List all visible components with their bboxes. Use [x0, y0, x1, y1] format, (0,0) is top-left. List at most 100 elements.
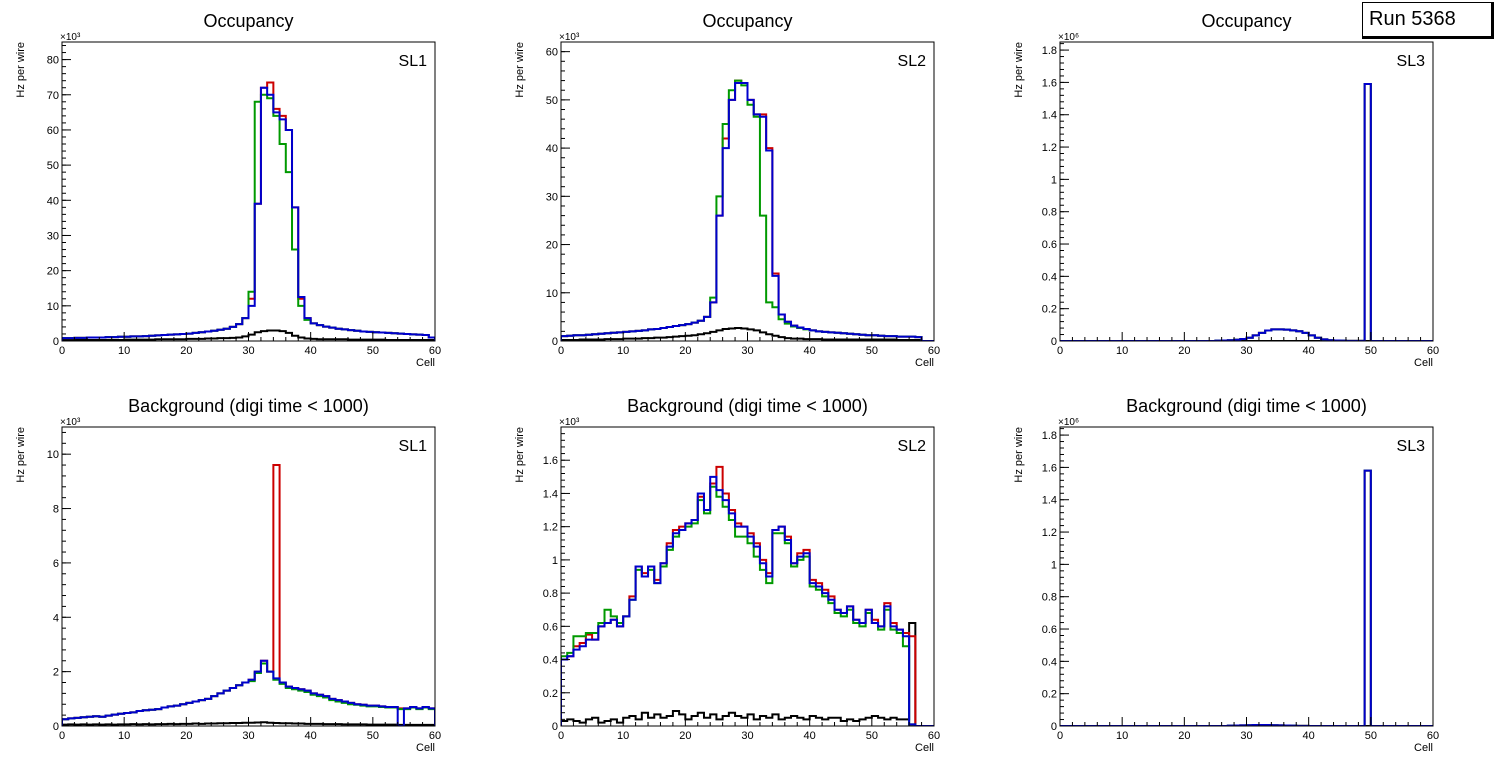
y-tick-label: 10 [47, 449, 59, 461]
series-red [1060, 83, 1433, 341]
x-tick-label: 10 [617, 730, 629, 742]
series-blue [1060, 469, 1433, 726]
x-tick-label: 0 [558, 730, 564, 742]
x-tick-label: 0 [59, 730, 65, 742]
series-blue [1060, 83, 1433, 341]
x-tick-label: 60 [429, 730, 441, 742]
y-tick-label: 70 [47, 90, 59, 102]
y-tick-label: 0.6 [1042, 239, 1057, 251]
y-tick-label: 0.8 [1042, 207, 1057, 219]
x-tick-label: 10 [1116, 730, 1128, 742]
y-tick-label: 10 [546, 288, 558, 300]
y-tick-label: 1.8 [1042, 430, 1057, 442]
series-group [62, 464, 435, 726]
y-tick-label: 1 [1051, 174, 1057, 186]
y-tick-label: 10 [47, 301, 59, 313]
y-tick-label: 1 [1051, 559, 1057, 571]
series-group [1060, 469, 1433, 726]
x-tick-label: 20 [1178, 730, 1190, 742]
x-tick-label: 20 [180, 345, 192, 357]
y-tick-label: 0 [53, 721, 59, 733]
axis-exponent-label: ×10⁶ [1058, 32, 1079, 43]
y-tick-label: 6 [53, 558, 59, 570]
y-tick-label: 60 [546, 47, 558, 59]
x-tick-label: 60 [928, 730, 940, 742]
y-tick-label: 60 [47, 125, 59, 137]
x-tick-label: 30 [242, 730, 254, 742]
series-blue [62, 659, 435, 726]
chart-title: Background (digi time < 1000) [1126, 396, 1367, 416]
chart-title: Occupancy [1201, 11, 1291, 31]
chart-panel-6: Background (digi time < 1000) ×10⁶ SL3 Cell… [1013, 396, 1439, 754]
series-group [62, 81, 435, 341]
superlayer-label: SL3 [1397, 438, 1426, 455]
y-tick-label: 0.4 [543, 655, 558, 667]
chart-title: Background (digi time < 1000) [128, 396, 369, 416]
chart-panel-1: Occupancy ×10³ SL1 Cell Hz per wire 0 10 20 30 40… [15, 11, 441, 369]
plot-frame [560, 426, 935, 727]
y-tick-label: 50 [47, 160, 59, 172]
y-tick-label: 0.8 [543, 588, 558, 600]
series-blue [62, 86, 435, 341]
axis-exponent-label: ×10³ [60, 32, 81, 43]
y-axis-label: Hz per wire [15, 427, 27, 483]
x-tick-label: 30 [741, 730, 753, 742]
x-tick-label: 40 [1303, 730, 1315, 742]
x-tick-label: 10 [617, 345, 629, 357]
x-tick-label: 40 [1303, 345, 1315, 357]
x-tick-label: 50 [866, 345, 878, 357]
y-tick-label: 0 [1051, 721, 1057, 733]
x-tick-label: 40 [804, 730, 816, 742]
x-axis-label: Cell [416, 357, 435, 369]
x-tick-label: 60 [1427, 730, 1439, 742]
y-tick-label: 50 [546, 95, 558, 107]
y-axis-label: Hz per wire [15, 42, 27, 98]
x-tick-label: 20 [180, 730, 192, 742]
series-red [1060, 469, 1433, 726]
x-axis-label: Cell [915, 742, 934, 754]
plot-frame [1059, 41, 1434, 342]
x-tick-label: 40 [305, 730, 317, 742]
chart-title: Background (digi time < 1000) [627, 396, 868, 416]
x-tick-label: 0 [1057, 730, 1063, 742]
x-tick-label: 60 [928, 345, 940, 357]
y-tick-label: 0.2 [543, 688, 558, 700]
y-tick-label: 0.4 [1042, 656, 1057, 668]
x-tick-label: 40 [804, 345, 816, 357]
x-tick-label: 10 [1116, 345, 1128, 357]
x-tick-label: 30 [242, 345, 254, 357]
y-tick-label: 20 [546, 240, 558, 252]
axis-exponent-label: ×10³ [559, 417, 580, 428]
y-tick-label: 0 [552, 336, 558, 348]
chart-title: Occupancy [702, 11, 792, 31]
y-axis-label: Hz per wire [1013, 42, 1025, 98]
superlayer-label: SL1 [399, 438, 428, 455]
x-tick-label: 50 [367, 730, 379, 742]
x-tick-label: 0 [558, 345, 564, 357]
y-tick-label: 0.6 [1042, 624, 1057, 636]
y-tick-label: 1.4 [1042, 110, 1057, 122]
y-tick-label: 0.8 [1042, 592, 1057, 604]
x-tick-label: 10 [118, 345, 130, 357]
series-green [561, 79, 934, 341]
x-tick-label: 40 [305, 345, 317, 357]
y-tick-label: 40 [546, 143, 558, 155]
x-tick-label: 50 [866, 730, 878, 742]
plot-frame [1059, 426, 1434, 727]
superlayer-label: SL3 [1397, 53, 1426, 70]
series-green [62, 662, 435, 726]
chart-panel-4: Background (digi time < 1000) ×10³ SL1 Cell… [15, 396, 441, 754]
x-tick-label: 60 [429, 345, 441, 357]
y-tick-label: 0 [552, 721, 558, 733]
x-tick-label: 50 [1365, 345, 1377, 357]
x-axis-label: Cell [416, 742, 435, 754]
series-black [561, 622, 934, 726]
series-blue [561, 81, 934, 341]
chart-panel-5: Background (digi time < 1000) ×10³ SL2 Cell… [514, 396, 940, 754]
x-tick-label: 60 [1427, 345, 1439, 357]
y-tick-label: 1.2 [1042, 527, 1057, 539]
x-tick-label: 20 [1178, 345, 1190, 357]
y-tick-label: 0 [53, 336, 59, 348]
x-tick-label: 20 [679, 730, 691, 742]
